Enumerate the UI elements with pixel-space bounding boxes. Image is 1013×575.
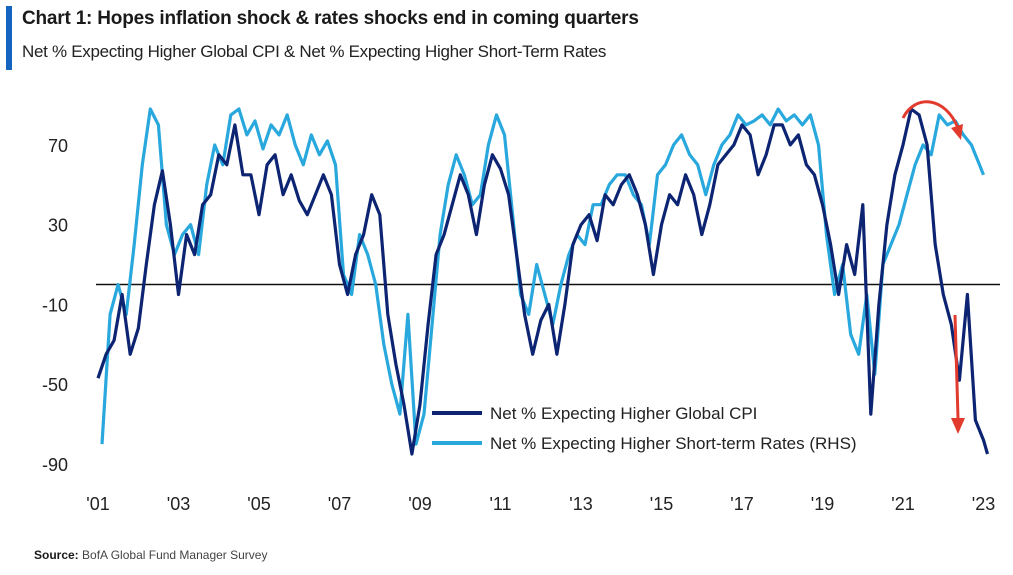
source-label: Source: [34,548,79,562]
x-tick-label: '01 [86,494,109,514]
legend-label-cpi: Net % Expecting Higher Global CPI [490,404,757,423]
y-tick-label: -90 [42,455,68,475]
chart-title: Chart 1: Hopes inflation shock & rates s… [22,8,639,29]
legend-label-rates: Net % Expecting Higher Short-term Rates … [490,434,857,453]
chart-subtitle: Net % Expecting Higher Global CPI & Net … [22,42,607,61]
curved-down-arrow-icon [901,100,960,129]
x-tick-label: '17 [730,494,753,514]
series-layer [96,107,990,456]
x-tick-label: '15 [650,494,673,514]
x-tick-label: '19 [811,494,834,514]
x-tick-label: '05 [247,494,270,514]
annotation-arrows [901,100,965,434]
x-tick-label: '13 [569,494,592,514]
series-line-cpi [96,107,990,456]
x-tick-label: '23 [972,494,995,514]
source-text: BofA Global Fund Manager Survey [82,548,268,562]
x-tick-label: '21 [891,494,914,514]
legend: Net % Expecting Higher Global CPI Net % … [432,404,857,453]
y-tick-label: -10 [42,295,68,315]
x-axis-ticks: '01 '03 '05 '07 '09 '11 '13 '15 '17 '19 '21 '23 [86,494,995,514]
source-note: Source: BofA Global Fund Manager Survey [34,548,267,562]
series-line-rates [100,107,985,446]
y-axis-ticks: 70 30 -10 -50 -90 [42,136,68,475]
x-tick-label: '11 [489,494,511,514]
y-tick-label: 70 [48,136,68,156]
curved-arrow-head-icon [951,124,963,140]
y-tick-label: 30 [48,216,68,236]
down-arrow-head-icon [951,418,965,434]
title-accent-bar [6,6,12,70]
y-tick-label: -50 [42,375,68,395]
x-tick-label: '09 [408,494,431,514]
x-tick-label: '07 [328,494,351,514]
x-tick-label: '03 [167,494,190,514]
down-arrow-icon [953,314,960,419]
